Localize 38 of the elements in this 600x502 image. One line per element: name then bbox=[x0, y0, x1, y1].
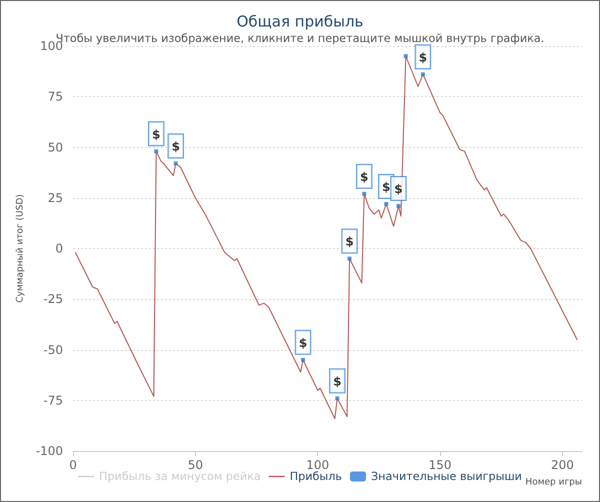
point bbox=[396, 204, 400, 208]
point bbox=[335, 396, 340, 400]
y-tick-label: 75 bbox=[48, 90, 63, 104]
legend-label: Значительные выигрыши bbox=[370, 470, 522, 483]
chart-title: Общая прибыль bbox=[236, 12, 364, 30]
data-label: $ bbox=[345, 234, 354, 249]
point bbox=[348, 256, 352, 261]
data-label: $ bbox=[333, 374, 342, 388]
x-axis-title: Номер игры bbox=[525, 478, 582, 488]
y-tick-label: -75 bbox=[43, 393, 63, 408]
data-label: $ bbox=[418, 50, 428, 64]
point bbox=[420, 72, 425, 76]
point bbox=[384, 202, 388, 206]
data-label: $ bbox=[152, 127, 160, 142]
point bbox=[174, 161, 178, 166]
y-tick-label: 25 bbox=[48, 190, 63, 205]
data-label: $ bbox=[172, 139, 180, 154]
y-tick-label: 50 bbox=[48, 140, 63, 154]
data-label: $ bbox=[298, 336, 308, 350]
y-tick-label: 100 bbox=[40, 39, 63, 53]
x-tick-label: 0 bbox=[69, 458, 77, 472]
x-tick-label: 100 bbox=[306, 458, 330, 472]
data-label: $ bbox=[382, 180, 390, 194]
x-tick-label: 150 bbox=[428, 458, 452, 472]
point bbox=[301, 358, 306, 362]
point bbox=[154, 149, 158, 154]
point bbox=[404, 54, 408, 58]
y-tick-label: -25 bbox=[43, 292, 63, 306]
data-label: $ bbox=[360, 170, 368, 184]
y-tick-label: 0 bbox=[55, 242, 63, 256]
y-tick-label: -50 bbox=[43, 342, 63, 357]
legend-label: Прибыль bbox=[290, 470, 342, 483]
x-tick-label: 50 bbox=[188, 458, 203, 472]
y-tick-label: -100 bbox=[36, 444, 63, 458]
data-label: $ bbox=[394, 182, 403, 196]
y-axis-title: Суммарный итог (USD) bbox=[15, 194, 26, 303]
x-tick-label: 200 bbox=[550, 458, 574, 472]
point bbox=[362, 192, 366, 196]
